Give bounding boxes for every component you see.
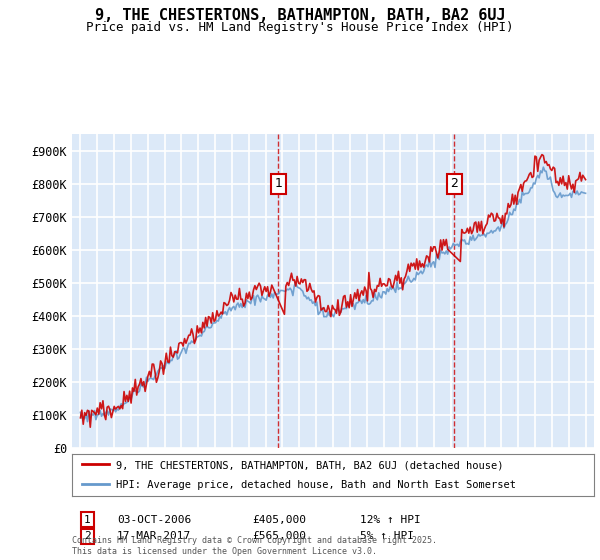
Text: HPI: Average price, detached house, Bath and North East Somerset: HPI: Average price, detached house, Bath… [116,480,517,490]
Text: 17-MAR-2017: 17-MAR-2017 [117,531,191,542]
Text: 1: 1 [274,178,282,190]
Text: 1: 1 [84,515,91,525]
Text: 9, THE CHESTERTONS, BATHAMPTON, BATH, BA2 6UJ: 9, THE CHESTERTONS, BATHAMPTON, BATH, BA… [95,8,505,24]
Text: Contains HM Land Registry data © Crown copyright and database right 2025.
This d: Contains HM Land Registry data © Crown c… [72,536,437,556]
Text: 12% ↑ HPI: 12% ↑ HPI [360,515,421,525]
Text: 2: 2 [451,178,458,190]
Text: 2: 2 [84,531,91,542]
Text: 03-OCT-2006: 03-OCT-2006 [117,515,191,525]
Text: Price paid vs. HM Land Registry's House Price Index (HPI): Price paid vs. HM Land Registry's House … [86,21,514,34]
Text: 5% ↑ HPI: 5% ↑ HPI [360,531,414,542]
Text: £565,000: £565,000 [252,531,306,542]
Text: £405,000: £405,000 [252,515,306,525]
Text: 9, THE CHESTERTONS, BATHAMPTON, BATH, BA2 6UJ (detached house): 9, THE CHESTERTONS, BATHAMPTON, BATH, BA… [116,460,504,470]
